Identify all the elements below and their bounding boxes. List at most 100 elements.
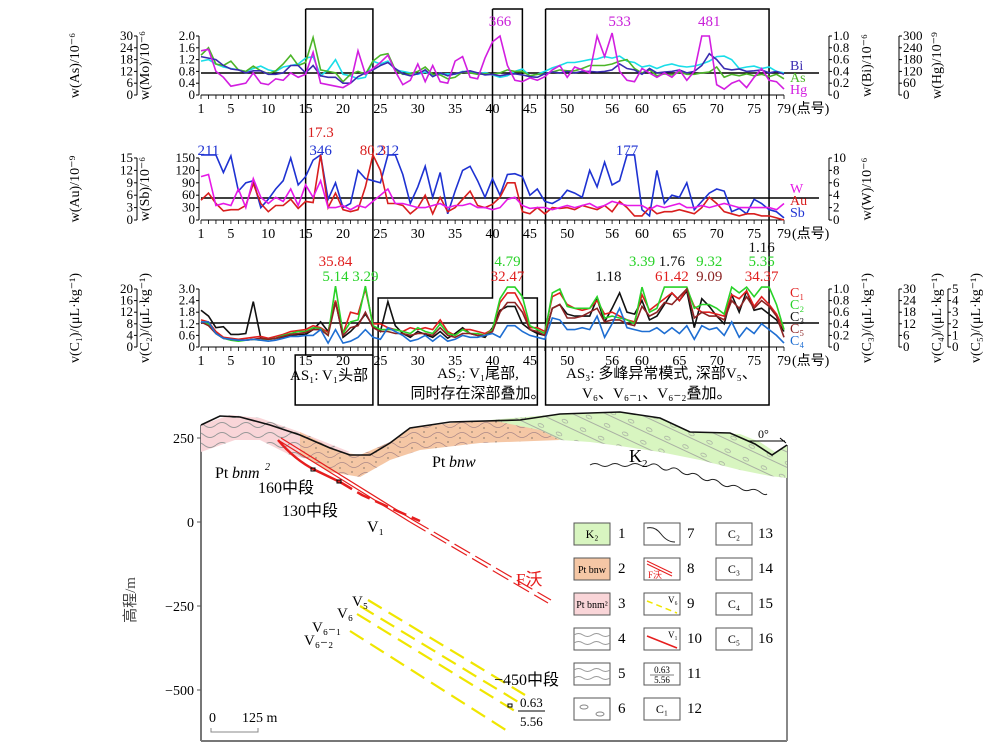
legend-symbol-14: C₃ — [728, 562, 740, 576]
data-label: 177 — [616, 143, 639, 159]
unit-label-ptbnm2-italic: bnm — [232, 465, 260, 482]
legend-number: 11 — [687, 666, 701, 682]
vein-label-v6-2: V₆₋₂ — [304, 633, 333, 649]
right-tick-label: 60 — [903, 75, 916, 90]
anomaly-box-as1-lower — [294, 354, 374, 406]
left-tick-label: 0.4 — [179, 75, 196, 90]
series-line-au — [200, 152, 785, 221]
data-label: 5.14 — [322, 269, 349, 285]
right-tick-label: 0.8 — [833, 40, 849, 55]
right-axis-label: w(Hg)/10⁻⁹ — [930, 32, 945, 99]
left-tick-label: 16 — [120, 293, 134, 308]
chart-panel-bottom: 1 5 10 15 20 25 30 35 40 45 50 56 60 65 70 75 79 (点号)2016… — [68, 240, 984, 369]
legend-box-9 — [643, 592, 681, 616]
right-tick-label: 2 — [833, 200, 840, 215]
zone-label-as1: AS₁: V₁头部 — [290, 367, 368, 384]
right-axis-label: w(W)/10⁻⁶ — [860, 157, 875, 220]
data-label: 3.39 — [629, 254, 655, 270]
right-tick-label: 6 — [903, 327, 910, 342]
legend-fault — [646, 563, 673, 577]
x-tick-label: 20 — [336, 227, 350, 242]
fault-line — [277, 439, 411, 523]
series-line-sb — [201, 153, 785, 219]
x-tick-label: 10 — [261, 227, 275, 242]
x-tick-label: 15 — [299, 227, 313, 242]
left-axis-label: w(Mo)/10⁻⁶ — [138, 31, 153, 100]
vein-v6-group — [356, 613, 516, 712]
left-tick-label: 0 — [127, 339, 134, 354]
legend-fraction-bottom: 5.56 — [654, 675, 670, 685]
section-legend: K₂ 1 Pt bnw 2 Pt bnm² 3 4 5 6 7 F沃 8 V₆ 9 V₁ 10 0.635.56… — [573, 522, 774, 721]
legend-box-4 — [573, 627, 611, 651]
legend-number: 4 — [618, 631, 626, 647]
right-tick-label: 24 — [903, 293, 917, 308]
x-tick-label: 35 — [448, 102, 462, 117]
legend-number: 12 — [687, 701, 702, 717]
left-tick-label: 2.0 — [179, 28, 195, 43]
left-tick-label: 0 — [127, 212, 134, 227]
x-tick-label: 40 — [486, 354, 500, 369]
legend-fault-label: F沃 — [648, 570, 662, 580]
legend-Sb: Sb — [790, 206, 805, 221]
series-line-w — [200, 173, 785, 211]
scale-label-length: 125 m — [242, 711, 278, 726]
legend-unconformity — [646, 527, 676, 543]
legend-vein-label: V₆ — [668, 595, 678, 605]
legend-number: 16 — [758, 631, 774, 647]
x-tick-label: 75 — [747, 102, 761, 117]
legend-number: 14 — [758, 561, 774, 577]
x-tick-label: 25 — [373, 354, 387, 369]
right-tick-label: 0 — [833, 212, 840, 227]
x-tick-label: 15 — [299, 354, 313, 369]
scale-label-0: 0 — [209, 711, 216, 726]
legend-number: 7 — [687, 526, 695, 542]
legend-number: 13 — [758, 526, 773, 542]
left-tick-label: 12 — [120, 63, 133, 78]
unit-label-k2-sub: 2 — [642, 458, 648, 470]
legend-box-1 — [573, 522, 611, 546]
data-label: 3.29 — [352, 269, 378, 285]
level-marker-160 — [310, 467, 316, 472]
left-tick-label: 9 — [127, 175, 134, 190]
legend-fraction-top: 0.63 — [654, 665, 670, 675]
data-label: 481 — [698, 14, 721, 30]
x-tick-label: 45 — [523, 354, 537, 369]
right-tick-label: 0.2 — [833, 75, 849, 90]
legend-box-11 — [643, 662, 681, 686]
left-tick-label: 30 — [182, 200, 195, 215]
x-tick-label: 30 — [411, 227, 425, 242]
legend-number: 15 — [758, 596, 773, 612]
legend-vein-label: V₁ — [668, 630, 678, 640]
legend-box-6 — [573, 697, 611, 721]
right-tick-label: 0.4 — [833, 63, 850, 78]
data-label: 35.84 — [319, 254, 353, 270]
vein-v6-group — [367, 599, 526, 696]
fault-line — [280, 437, 414, 521]
legend-fault — [646, 560, 673, 574]
right-axis-label: v(C₅)/(μL·kg⁻¹) — [969, 273, 984, 363]
left-tick-label: 1.2 — [179, 52, 195, 67]
layer-k2 — [490, 412, 787, 478]
zone-label-as2-line2: 同时存在深部叠加。 — [410, 385, 545, 402]
left-tick-label: 20 — [120, 281, 133, 296]
x-tick-label: 50 — [560, 227, 574, 242]
x-tick-label: 1 — [198, 102, 205, 117]
right-axis-label: v(C₄)/(μL·kg⁻¹) — [930, 273, 945, 363]
legend-box-12 — [643, 697, 681, 721]
x-tick-label: 56 — [605, 227, 619, 242]
section-y-axis-label: 高程/m — [122, 577, 139, 623]
section-y-tick-label: −500 — [165, 684, 194, 699]
x-tick-label: 40 — [486, 227, 500, 242]
vein-v6-group — [349, 630, 510, 733]
series-line-c4 — [201, 306, 785, 345]
legend-symbol-13: C₂ — [728, 527, 740, 541]
x-tick-label: 60 — [635, 354, 649, 369]
legend-symbol-15: C₄ — [728, 597, 740, 611]
x-tick-label: 25 — [373, 102, 387, 117]
legend-number: 8 — [687, 561, 695, 577]
x-tick-label: 1 — [198, 354, 205, 369]
x-tick-label: 79 — [777, 354, 791, 369]
right-tick-label: 12 — [903, 316, 916, 331]
zone-label-as3-line2: V₆、V₆₋₁、V₆₋₂叠加。 — [582, 385, 731, 402]
x-tick-label: 70 — [710, 227, 724, 242]
